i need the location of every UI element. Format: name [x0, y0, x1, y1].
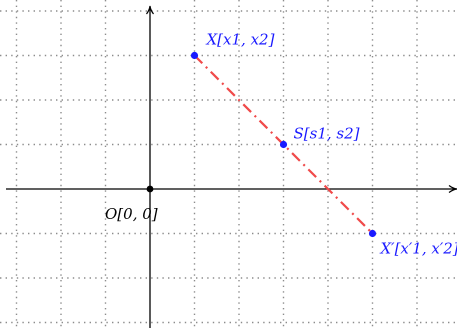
point-x-prime	[368, 229, 377, 238]
axes	[6, 5, 457, 328]
point-s	[279, 140, 288, 149]
x-axis-arrow	[448, 185, 457, 193]
origin-label: O[0, 0]	[105, 205, 158, 223]
point-label-s: S[s1, s2]	[294, 125, 360, 143]
point-label-x-prime: X′[x′1, x′2]	[380, 240, 457, 258]
points: X[x1, x2] S[s1, s2] X′[x′1, x′2]	[190, 31, 457, 258]
y-axis-arrow	[146, 5, 154, 15]
point-label-x: X[x1, x2]	[206, 31, 275, 49]
origin-point	[146, 185, 154, 193]
point-x	[190, 51, 199, 60]
